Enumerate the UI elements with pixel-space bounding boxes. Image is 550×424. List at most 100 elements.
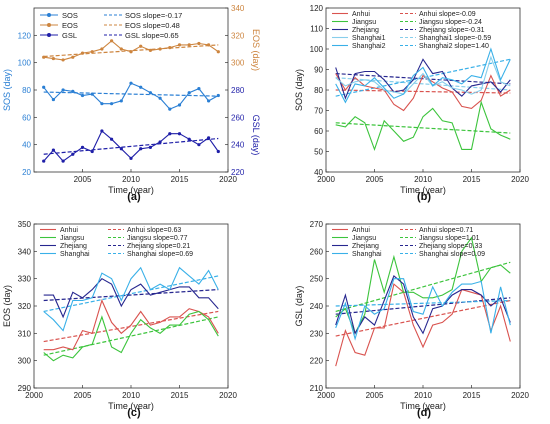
chart-panel-2: 40 50 60 70 80 90 100 110 120 2000 2005 2010 2015 202… <box>294 4 529 203</box>
x-tick-label: 2015 <box>463 391 481 400</box>
legend-trend-label: GSL slope=0.65 <box>125 31 179 40</box>
y-tick-label: 90 <box>314 66 323 75</box>
data-point <box>80 93 85 98</box>
data-point <box>148 145 152 149</box>
x-axis-label: Time (year) <box>108 185 154 195</box>
data-point <box>129 50 133 54</box>
trend-line-3 <box>43 137 219 155</box>
data-point <box>187 137 191 141</box>
series-line-shanghai1 <box>335 55 511 95</box>
series-line-zhejiang <box>335 274 511 335</box>
legend-trend-label: Anhui slope=0.71 <box>419 227 473 234</box>
legend-label: Shanghai <box>60 251 90 258</box>
y-tick-label: 340 <box>18 247 32 256</box>
data-point <box>100 129 104 133</box>
data-point <box>177 103 182 107</box>
data-point <box>80 51 85 55</box>
legend-label: Shanghai1 <box>352 35 386 42</box>
panel-caption: (b) <box>417 191 431 203</box>
x-tick-label: 2000 <box>317 391 335 400</box>
data-point <box>158 96 162 100</box>
y-tick-label: 80 <box>314 86 323 95</box>
data-point <box>71 152 75 156</box>
legend-marker <box>47 13 51 17</box>
chart-panel-3: 290 300 310 320 330 340 350 2000 2005 2010 2015 202… <box>2 220 237 419</box>
y2-tick-label: 340 <box>231 4 245 13</box>
series-line-sos <box>43 82 219 110</box>
legend-trend-label: Shanghai2 slope=1.40 <box>419 43 489 50</box>
legend-label: Anhui <box>352 227 370 234</box>
y-tick-label: 100 <box>310 45 324 54</box>
legend-label: GSL <box>62 31 77 40</box>
y-tick-label: 20 <box>22 168 31 177</box>
legend-label: Shanghai <box>352 251 382 258</box>
y2-tick-label: 240 <box>231 141 245 150</box>
y2-tick-label: 320 <box>231 31 245 40</box>
x-tick-label: 2020 <box>219 175 237 184</box>
data-point <box>100 47 104 51</box>
legend-trend-label: Anhui slope=-0.09 <box>419 11 476 18</box>
data-point <box>42 55 46 59</box>
series-line-shanghai <box>335 278 511 341</box>
x-tick-label: 2000 <box>317 175 335 184</box>
y-tick-label: 270 <box>310 220 324 229</box>
data-point <box>158 47 162 51</box>
data-point <box>177 132 182 136</box>
legend-trend-label: Jiangsu slope=-0.24 <box>419 19 482 26</box>
legend-trend-label: EOS slope=0.48 <box>125 21 180 30</box>
x-tick-label: 2010 <box>414 175 432 184</box>
legend-trend-label: Zhejiang slope=0.21 <box>127 243 190 250</box>
series-line-shanghai <box>43 266 219 332</box>
data-point <box>148 48 152 52</box>
data-point <box>216 149 220 154</box>
y2-tick-label: 260 <box>231 113 245 122</box>
y-tick-label: 120 <box>18 31 32 40</box>
legend-trend-label: Shanghai slope=0.09 <box>419 251 485 258</box>
y-tick-label: 100 <box>18 59 32 68</box>
trend-line-2 <box>335 261 511 313</box>
y-tick-label: 120 <box>310 4 324 13</box>
data-point <box>61 88 65 92</box>
legend-label: Zhejiang <box>60 243 87 250</box>
legend-label: Jiangsu <box>60 235 84 242</box>
data-point <box>207 136 211 140</box>
y-tick-label: 250 <box>310 275 324 284</box>
legend-trend-label: Jiangsu slope=0.77 <box>127 235 188 242</box>
series-line-shanghai2 <box>335 47 511 104</box>
data-point <box>90 149 94 154</box>
legend-trend-label: Anhui slope=0.63 <box>127 227 181 234</box>
y-tick-label: 40 <box>22 141 31 150</box>
trend-line-5 <box>335 58 511 97</box>
data-point <box>139 85 143 89</box>
data-point <box>129 81 133 85</box>
panel-caption: (a) <box>127 191 141 203</box>
series-line-zhejiang <box>43 278 219 319</box>
legend-trend-label: Zhejiang slope=-0.31 <box>419 27 485 34</box>
y2-tick-label: 220 <box>231 168 245 177</box>
trend-line-1 <box>335 89 511 94</box>
x-tick-label: 2020 <box>219 391 237 400</box>
data-point <box>216 93 220 98</box>
data-point <box>187 91 191 95</box>
data-point <box>129 156 133 160</box>
trend-line-4 <box>335 77 511 91</box>
x-axis-label: Time (year) <box>400 401 446 411</box>
data-point <box>197 87 201 91</box>
y-axis-label: SOS (day) <box>2 69 12 111</box>
legend-label: Anhui <box>60 227 78 234</box>
data-point <box>42 159 46 163</box>
data-point <box>216 50 220 54</box>
data-point <box>139 147 143 151</box>
y-tick-label: 350 <box>18 220 32 229</box>
trend-line-2 <box>335 122 511 134</box>
y-tick-label: 260 <box>310 247 324 256</box>
legend-label: EOS <box>62 21 78 30</box>
y-tick-label: 210 <box>310 384 324 393</box>
data-point <box>119 99 123 103</box>
series-line-zhejiang <box>335 58 511 100</box>
x-tick-label: 2005 <box>366 391 384 400</box>
data-point <box>90 92 94 96</box>
legend-label: Shanghai2 <box>352 43 386 50</box>
x-tick-label: 2005 <box>74 391 92 400</box>
